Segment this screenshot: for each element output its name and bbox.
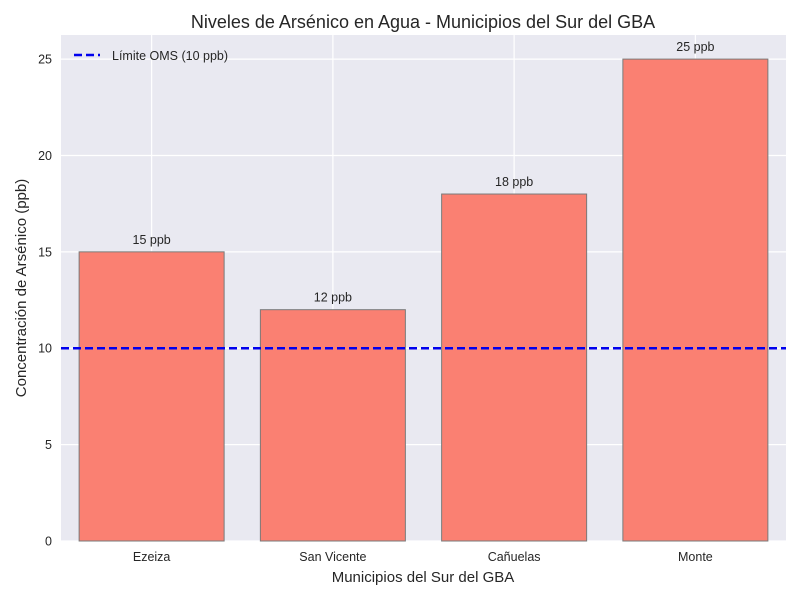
x-tick-label: San Vicente xyxy=(299,550,366,564)
y-tick-label: 5 xyxy=(45,438,52,452)
bar xyxy=(259,309,406,542)
bar-value-label: 18 ppb xyxy=(495,175,533,189)
y-tick-label: 20 xyxy=(38,149,52,163)
bar-value-label: 25 ppb xyxy=(676,40,714,54)
legend: Límite OMS (10 ppb) xyxy=(74,49,228,63)
y-tick-label: 15 xyxy=(38,245,52,259)
y-tick-label: 0 xyxy=(45,535,52,549)
y-tick-label: 25 xyxy=(38,53,52,67)
legend-label: Límite OMS (10 ppb) xyxy=(112,49,228,63)
x-axis-label: Municipios del Sur del GBA xyxy=(332,569,515,586)
y-axis-label: Concentración de Arsénico (ppb) xyxy=(13,179,30,397)
y-tick-label: 10 xyxy=(38,342,52,356)
bar xyxy=(78,251,225,542)
bar xyxy=(622,58,769,542)
chart-title: Niveles de Arsénico en Agua - Municipios… xyxy=(191,12,655,32)
tick-labels: 0 5 10 15 20 25 Ezeiza San Vicente Cañuelas Monte xyxy=(38,53,713,564)
x-tick-label: Ezeiza xyxy=(133,550,171,564)
x-tick-label: Monte xyxy=(678,550,713,564)
bar-value-label: 15 ppb xyxy=(133,233,171,247)
x-tick-label: Cañuelas xyxy=(488,550,541,564)
bar xyxy=(441,193,588,542)
data-labels: 15 ppb 12 ppb 18 ppb 25 ppb xyxy=(133,40,715,305)
bar-value-label: 12 ppb xyxy=(314,291,352,305)
